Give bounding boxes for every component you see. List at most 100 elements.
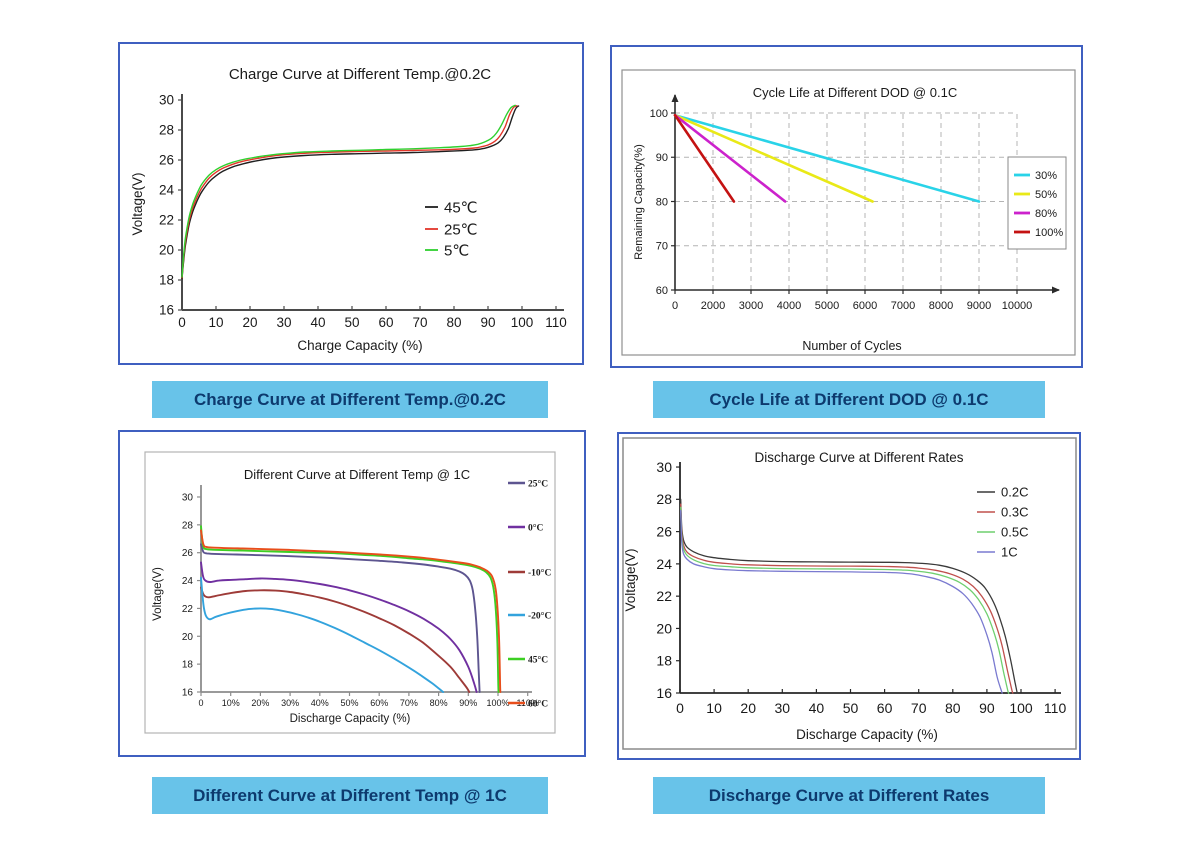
svg-text:30: 30 xyxy=(775,700,791,716)
svg-text:Discharge Capacity (%): Discharge Capacity (%) xyxy=(796,727,938,742)
chart-card-cycle-life: 0 2000 3000 4000 5000 6000 7000 8000 9000 10000 60… xyxy=(610,45,1083,368)
svg-text:60°C: 60°C xyxy=(528,698,548,709)
rate-discharge-chart: 0 10 20 30 40 50 60 70 80 90 100 110 16 18 20 22 24 26 28 3… xyxy=(622,437,1077,750)
svg-text:10%: 10% xyxy=(222,698,240,708)
svg-text:Voltage(V): Voltage(V) xyxy=(623,548,638,611)
svg-text:90%: 90% xyxy=(459,698,477,708)
svg-text:7000: 7000 xyxy=(891,300,915,312)
svg-text:-20°C: -20°C xyxy=(528,610,551,621)
svg-text:16: 16 xyxy=(656,685,672,701)
svg-text:26: 26 xyxy=(159,153,174,168)
svg-text:60: 60 xyxy=(656,285,668,297)
svg-text:60%: 60% xyxy=(370,698,388,708)
svg-text:0°C: 0°C xyxy=(528,522,544,533)
svg-text:Cycle Life at Different DOD @: Cycle Life at Different DOD @ 0.1C xyxy=(753,85,957,100)
svg-text:4000: 4000 xyxy=(777,300,801,312)
svg-text:20: 20 xyxy=(159,243,174,258)
chart-card-rate-discharge: 0 10 20 30 40 50 60 70 80 90 100 110 16 18 20 22 24 26 28 3… xyxy=(617,432,1081,760)
svg-text:80: 80 xyxy=(656,196,668,208)
caption-rate-discharge: Discharge Curve at Different Rates xyxy=(653,777,1045,814)
svg-text:20: 20 xyxy=(740,700,756,716)
svg-text:80%: 80% xyxy=(430,698,448,708)
charge-curve-chart: 0 10 20 30 40 50 60 70 80 90 100 110 16 18 20 22 24 26 28 3… xyxy=(130,66,567,353)
svg-text:110: 110 xyxy=(545,315,567,330)
svg-text:30%: 30% xyxy=(281,698,299,708)
svg-text:80: 80 xyxy=(945,700,961,716)
svg-text:40%: 40% xyxy=(311,698,329,708)
caption-charge-curve: Charge Curve at Different Temp.@0.2C xyxy=(152,381,548,418)
svg-text:24: 24 xyxy=(159,183,175,198)
svg-text:70%: 70% xyxy=(400,698,418,708)
svg-text:60: 60 xyxy=(378,315,393,330)
svg-text:100: 100 xyxy=(1009,700,1033,716)
svg-text:70: 70 xyxy=(656,241,668,253)
svg-text:100%: 100% xyxy=(486,698,509,708)
svg-text:20%: 20% xyxy=(251,698,269,708)
svg-text:100: 100 xyxy=(511,315,534,330)
svg-text:3000: 3000 xyxy=(739,300,763,312)
svg-text:10: 10 xyxy=(706,700,722,716)
svg-text:0.5C: 0.5C xyxy=(1001,525,1028,540)
svg-text:24: 24 xyxy=(656,556,672,572)
svg-text:Remaining Capacity(%): Remaining Capacity(%) xyxy=(633,144,645,260)
svg-text:20: 20 xyxy=(182,632,194,643)
svg-text:50%: 50% xyxy=(340,698,358,708)
svg-text:0: 0 xyxy=(178,315,186,330)
caption-cycle-life: Cycle Life at Different DOD @ 0.1C xyxy=(653,381,1045,418)
svg-text:Voltage(V): Voltage(V) xyxy=(152,567,164,621)
svg-text:70: 70 xyxy=(911,700,927,716)
svg-text:80: 80 xyxy=(446,315,461,330)
svg-text:45°C: 45°C xyxy=(528,654,548,665)
svg-text:Discharge Curve at Different R: Discharge Curve at Different Rates xyxy=(754,450,963,465)
svg-text:90: 90 xyxy=(979,700,995,716)
svg-text:28: 28 xyxy=(656,491,672,507)
svg-text:0: 0 xyxy=(672,300,678,312)
svg-text:26: 26 xyxy=(656,524,672,540)
svg-text:100: 100 xyxy=(650,108,668,120)
svg-text:110%: 110% xyxy=(517,698,539,708)
svg-text:Discharge Capacity (%): Discharge Capacity (%) xyxy=(290,713,411,725)
svg-text:Number of Cycles: Number of Cycles xyxy=(802,339,901,353)
svg-text:0: 0 xyxy=(198,698,203,708)
svg-text:70: 70 xyxy=(412,315,427,330)
svg-text:30: 30 xyxy=(159,93,174,108)
svg-text:50: 50 xyxy=(843,700,859,716)
svg-text:1C: 1C xyxy=(1001,545,1018,560)
svg-text:Voltage(V): Voltage(V) xyxy=(130,172,145,235)
svg-text:-10°C: -10°C xyxy=(528,567,551,578)
svg-text:30: 30 xyxy=(276,315,291,330)
svg-text:28: 28 xyxy=(182,520,194,531)
svg-text:110: 110 xyxy=(1044,700,1067,716)
svg-text:25℃: 25℃ xyxy=(444,221,478,238)
svg-text:0.2C: 0.2C xyxy=(1001,485,1028,500)
svg-text:60: 60 xyxy=(877,700,893,716)
svg-text:0.3C: 0.3C xyxy=(1001,505,1028,520)
svg-text:0: 0 xyxy=(676,700,684,716)
svg-text:20: 20 xyxy=(242,315,257,330)
svg-text:50: 50 xyxy=(344,315,359,330)
svg-text:22: 22 xyxy=(182,604,194,615)
svg-text:18: 18 xyxy=(182,660,194,671)
svg-text:22: 22 xyxy=(656,588,672,604)
svg-text:40: 40 xyxy=(310,315,325,330)
svg-text:100%: 100% xyxy=(1035,227,1063,239)
svg-text:Charge Curve at Different Temp: Charge Curve at Different Temp.@0.2C xyxy=(229,66,491,83)
svg-text:30%: 30% xyxy=(1035,170,1057,182)
svg-text:2000: 2000 xyxy=(701,300,725,312)
cycle-life-chart: 0 2000 3000 4000 5000 6000 7000 8000 9000 10000 60… xyxy=(621,69,1076,356)
svg-text:26: 26 xyxy=(182,548,194,559)
chart-card-charge-curve: 0 10 20 30 40 50 60 70 80 90 100 110 16 18 20 22 24 26 28 3… xyxy=(118,42,584,365)
svg-text:5000: 5000 xyxy=(815,300,839,312)
svg-text:Different Curve at Different T: Different Curve at Different Temp @ 1C xyxy=(244,467,470,482)
svg-text:90: 90 xyxy=(656,152,668,164)
svg-text:16: 16 xyxy=(182,688,194,699)
temp-discharge-chart: 0 10% 20% 30% 40% 50% 60% 70% 80% 90% 100% 110% 16 18… xyxy=(144,451,556,734)
svg-text:Charge Capacity (%): Charge Capacity (%) xyxy=(297,338,422,353)
chart-card-temp-discharge: 0 10% 20% 30% 40% 50% 60% 70% 80% 90% 100% 110% 16 18… xyxy=(118,430,586,757)
svg-text:90: 90 xyxy=(480,315,495,330)
svg-text:6000: 6000 xyxy=(853,300,877,312)
svg-text:20: 20 xyxy=(656,620,672,636)
svg-text:5℃: 5℃ xyxy=(444,242,469,259)
svg-text:24: 24 xyxy=(182,576,194,587)
